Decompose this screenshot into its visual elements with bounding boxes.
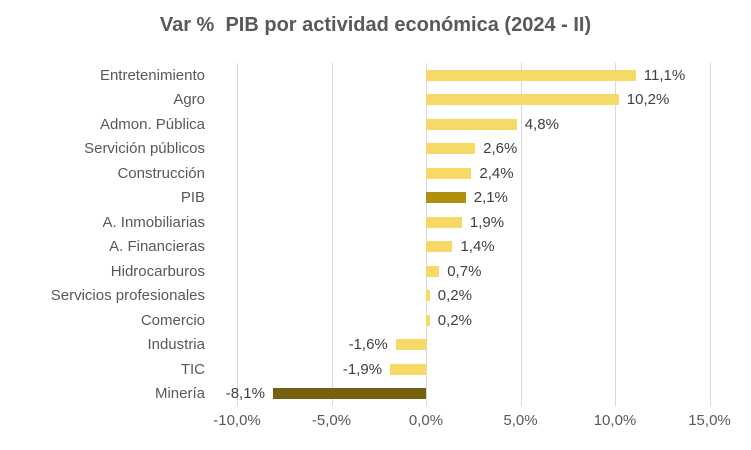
gridline-5,0% [520,63,522,406]
gridline--10,0% [237,63,238,406]
bar-admon-publica [426,118,517,130]
category-label-pib: PIB [180,189,205,207]
x-axis-tick--10,0%: -10,0% [213,412,261,429]
bar-entretenimiento [426,69,636,81]
bar-industria [395,339,426,351]
category-label-tic: TIC [180,360,205,378]
value-label-a-financieras: 1,4% [460,238,495,256]
category-label-a-inmobiliarias: A. Inmobiliarias [102,213,205,231]
bar-mineria [272,388,426,400]
category-label-servicios-profesionales: Servicios profesionales [50,287,205,305]
value-label-servicion-publicos: 2,6% [483,140,518,158]
value-label-mineria: -8,1% [225,385,265,403]
x-axis-tick--5,0%: -5,0% [311,412,352,429]
value-label-construccion: 2,4% [479,164,514,182]
value-label-agro: 10,2% [626,91,670,109]
value-label-tic: -1,9% [342,360,383,378]
bar-agro [426,94,619,106]
gridline-10,0% [615,63,616,406]
category-label-a-financieras: A. Financieras [109,238,205,256]
bar-construccion [426,167,472,179]
bar-comercio [426,314,430,326]
x-axis-tick-10,0%: 10,0% [593,412,637,429]
category-label-comercio: Comercio [140,311,205,329]
chart-title: Var % PIB por actividad económica (2024 … [159,14,592,36]
bar-tic [390,363,426,375]
gridline--5,0% [331,63,333,406]
bar-servicios-profesionales [426,290,430,302]
value-label-entretenimiento: 11,1% [643,66,686,84]
bar-a-inmobiliarias [426,216,462,228]
value-label-comercio: 0,2% [437,311,472,329]
gridline-15,0% [709,63,711,406]
category-label-entretenimiento: Entretenimiento [99,66,205,84]
category-label-agro: Agro [173,91,205,109]
category-label-industria: Industria [147,336,205,354]
category-label-hidrocarburos: Hidrocarburos [110,262,205,280]
bar-servicion-publicos [426,143,476,155]
value-label-hidrocarburos: 0,7% [447,262,482,280]
bar-hidrocarburos [426,265,440,277]
x-axis-tick-0,0%: 0,0% [408,412,444,429]
bar-a-financieras [426,241,453,253]
value-label-admon-publica: 4,8% [524,115,559,133]
category-label-construccion: Construcción [117,164,205,182]
value-label-servicios-profesionales: 0,2% [437,287,472,305]
bar-pib [426,192,466,204]
value-label-pib: 2,1% [473,189,508,207]
category-label-mineria: Minería [154,385,205,403]
value-label-industria: -1,6% [348,336,388,354]
x-axis-tick-15,0%: 15,0% [688,412,731,429]
category-label-servicion-publicos: Servición públicos [84,140,205,158]
gridline-0,0% [426,63,427,406]
category-label-admon-publica: Admon. Pública [99,115,205,133]
x-axis-tick-5,0%: 5,0% [503,412,538,429]
value-label-a-inmobiliarias: 1,9% [469,213,505,231]
